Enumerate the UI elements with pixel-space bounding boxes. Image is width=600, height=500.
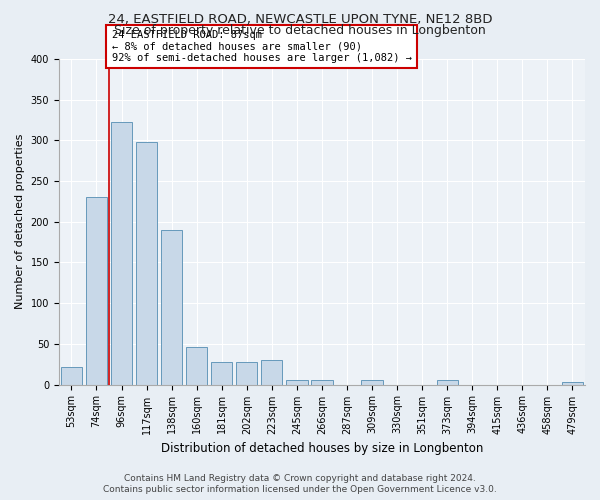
Bar — [437, 380, 458, 384]
Bar — [211, 362, 232, 384]
Bar — [311, 380, 332, 384]
Bar — [286, 380, 308, 384]
Bar — [86, 196, 107, 384]
Text: Size of property relative to detached houses in Longbenton: Size of property relative to detached ho… — [114, 24, 486, 37]
Text: 24 EASTFIELD ROAD: 87sqm
← 8% of detached houses are smaller (90)
92% of semi-de: 24 EASTFIELD ROAD: 87sqm ← 8% of detache… — [112, 30, 412, 63]
Text: 24, EASTFIELD ROAD, NEWCASTLE UPON TYNE, NE12 8BD: 24, EASTFIELD ROAD, NEWCASTLE UPON TYNE,… — [108, 12, 492, 26]
X-axis label: Distribution of detached houses by size in Longbenton: Distribution of detached houses by size … — [161, 442, 483, 455]
Bar — [136, 142, 157, 384]
Y-axis label: Number of detached properties: Number of detached properties — [15, 134, 25, 310]
Bar — [161, 230, 182, 384]
Bar — [261, 360, 283, 384]
Bar — [236, 362, 257, 384]
Text: Contains HM Land Registry data © Crown copyright and database right 2024.
Contai: Contains HM Land Registry data © Crown c… — [103, 474, 497, 494]
Bar — [61, 366, 82, 384]
Bar — [186, 347, 208, 385]
Bar — [361, 380, 383, 384]
Bar — [562, 382, 583, 384]
Bar — [111, 122, 132, 384]
